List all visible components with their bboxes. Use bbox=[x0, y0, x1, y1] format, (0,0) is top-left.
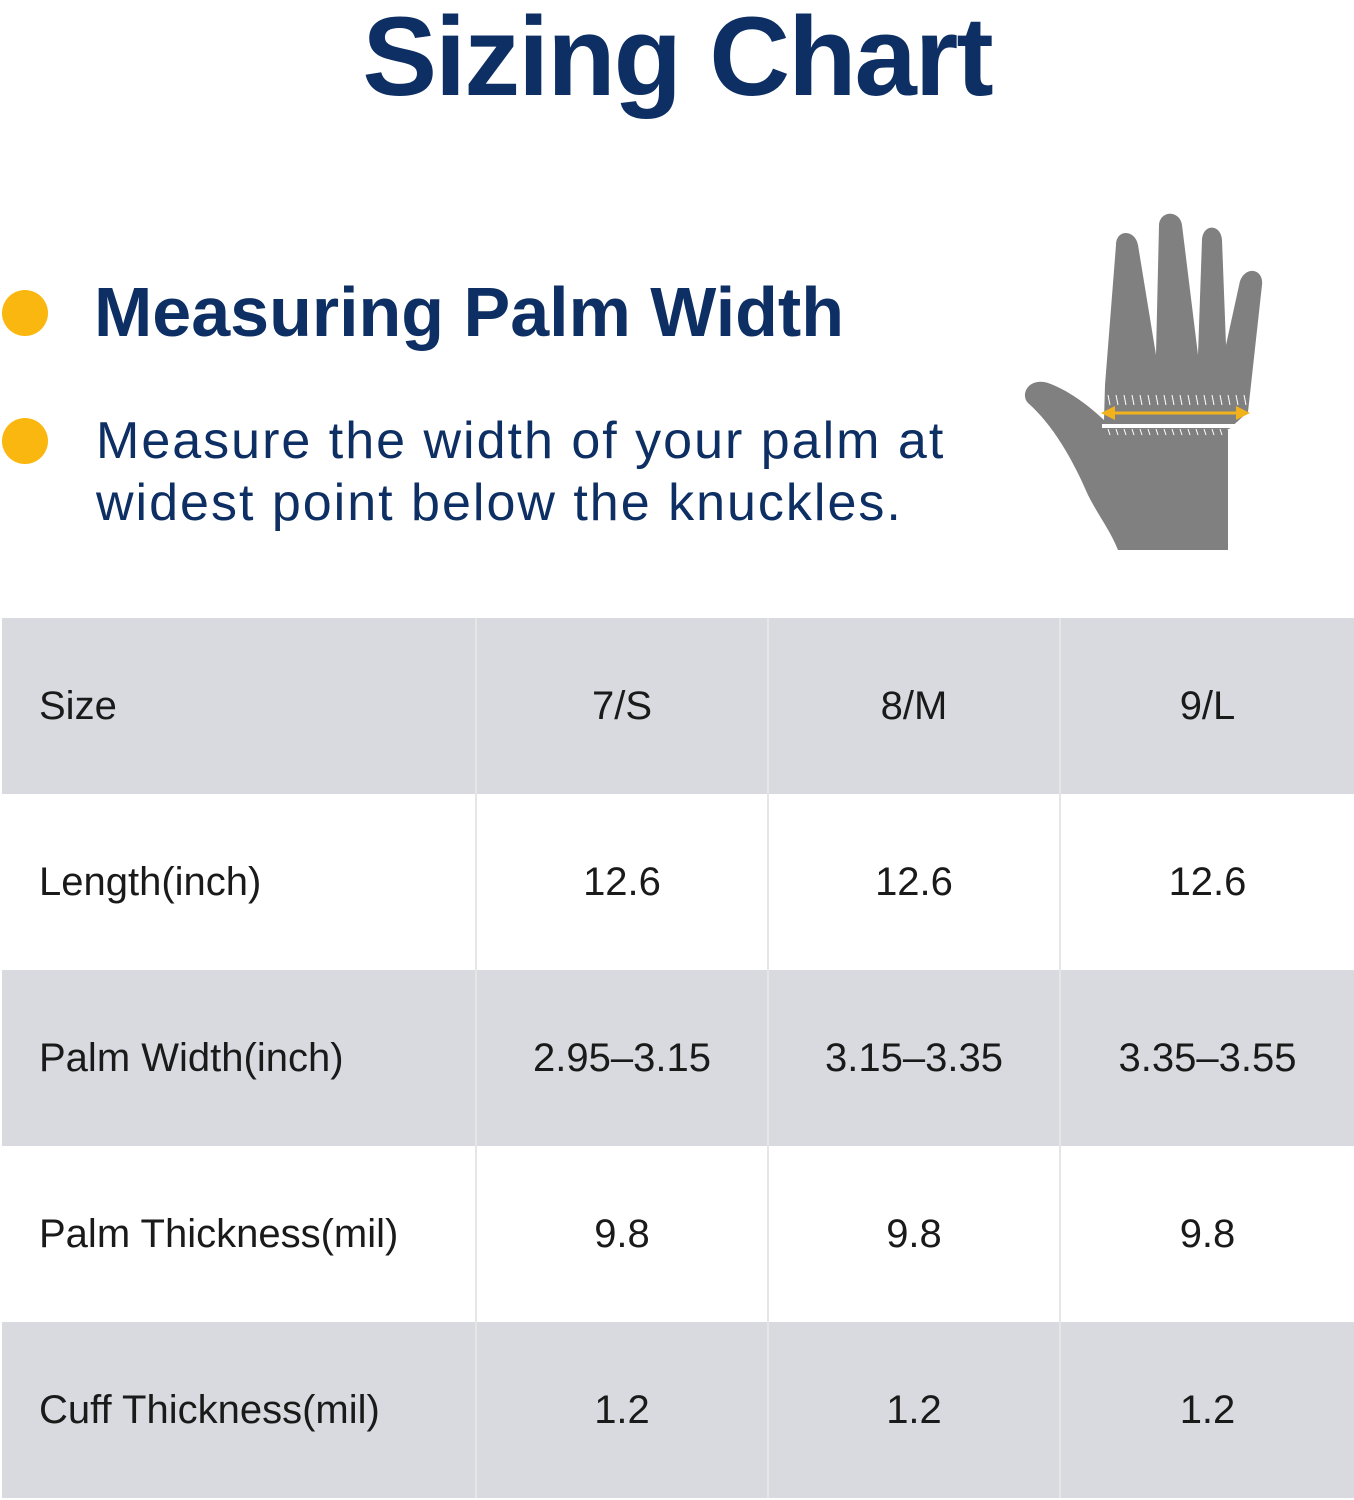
row-label: Size bbox=[2, 618, 476, 794]
table-cell: 9.8 bbox=[767, 1146, 1060, 1322]
row-label: Cuff Thickness(mil) bbox=[2, 1322, 476, 1498]
table-cell: 12.6 bbox=[767, 794, 1060, 970]
table-row: Cuff Thickness(mil) 1.2 1.2 1.2 bbox=[2, 1322, 1354, 1498]
table-cell: 12.6 bbox=[475, 794, 768, 970]
table-cell: 1.2 bbox=[1059, 1322, 1354, 1498]
bullet-dot bbox=[2, 290, 48, 336]
table-cell: 7/S bbox=[475, 618, 768, 794]
table-cell: 1.2 bbox=[475, 1322, 768, 1498]
section-heading: Measuring Palm Width bbox=[94, 273, 845, 351]
table-cell: 9.8 bbox=[475, 1146, 768, 1322]
table-cell: 1.2 bbox=[767, 1322, 1060, 1498]
instruction-line: Measure the width of your palm at bbox=[96, 412, 946, 470]
row-label: Palm Thickness(mil) bbox=[2, 1146, 476, 1322]
row-label: Length(inch) bbox=[2, 794, 476, 970]
bullet-dot bbox=[2, 418, 48, 464]
hand-measure-icon bbox=[1018, 205, 1268, 555]
table-cell: 2.95–3.15 bbox=[475, 970, 768, 1146]
sizing-table: Size 7/S 8/M 9/L Length(inch) 12.6 12.6 … bbox=[2, 618, 1354, 1498]
table-row: Size 7/S 8/M 9/L bbox=[2, 618, 1354, 794]
table-cell: 9.8 bbox=[1059, 1146, 1354, 1322]
row-label: Palm Width(inch) bbox=[2, 970, 476, 1146]
table-cell: 3.15–3.35 bbox=[767, 970, 1060, 1146]
table-row: Palm Thickness(mil) 9.8 9.8 9.8 bbox=[2, 1146, 1354, 1322]
measure-instructions: Measure the width of your palm at widest… bbox=[96, 410, 996, 534]
table-cell: 8/M bbox=[767, 618, 1060, 794]
table-cell: 3.35–3.55 bbox=[1059, 970, 1354, 1146]
page-title: Sizing Chart bbox=[362, 0, 993, 119]
table-cell: 9/L bbox=[1059, 618, 1354, 794]
table-row: Length(inch) 12.6 12.6 12.6 bbox=[2, 794, 1354, 970]
table-row: Palm Width(inch) 2.95–3.15 3.15–3.35 3.3… bbox=[2, 970, 1354, 1146]
table-cell: 12.6 bbox=[1059, 794, 1354, 970]
instruction-line: widest point below the knuckles. bbox=[96, 474, 903, 532]
